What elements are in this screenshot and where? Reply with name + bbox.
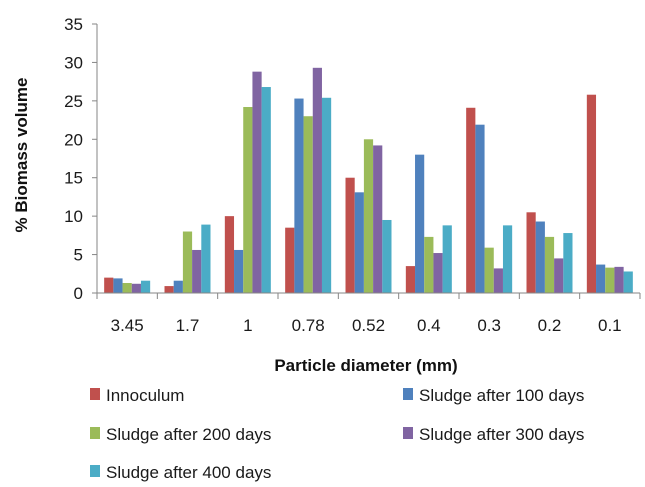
x-tick-label: 0.52 <box>352 316 385 335</box>
y-tick-label: 20 <box>64 130 83 149</box>
bar <box>164 286 174 293</box>
x-tick-label: 0.3 <box>477 316 501 335</box>
bar <box>614 266 624 293</box>
bar <box>122 283 132 293</box>
bar <box>182 231 193 293</box>
legend-label: Sludge after 300 days <box>419 425 584 444</box>
bar <box>131 283 141 293</box>
bar <box>354 192 364 293</box>
y-tick-label: 10 <box>64 207 83 226</box>
y-tick-label: 25 <box>64 92 83 111</box>
x-tick-label: 1 <box>243 316 252 335</box>
bar <box>405 266 416 293</box>
y-tick-label: 30 <box>64 53 83 72</box>
y-tick-label: 5 <box>74 246 83 265</box>
bar <box>104 277 114 293</box>
x-tick-label: 1.7 <box>176 316 200 335</box>
x-axis-title: Particle diameter (mm) <box>274 356 457 375</box>
bar <box>192 249 202 293</box>
legend: Innoculum Sludge after 100 days Sludge aft… <box>90 386 584 482</box>
bar <box>312 67 322 294</box>
legend-swatch <box>403 388 413 400</box>
bar <box>493 268 503 293</box>
bar <box>294 98 304 294</box>
bar <box>303 116 313 293</box>
bar <box>363 139 374 293</box>
x-tick-label: 0.78 <box>292 316 325 335</box>
x-tick-label: 0.1 <box>598 316 622 335</box>
bar <box>252 71 262 293</box>
bar <box>424 236 434 293</box>
legend-swatch <box>90 465 100 477</box>
bars-group <box>104 67 633 294</box>
x-tick-label: 0.4 <box>417 316 441 335</box>
bar <box>140 280 151 293</box>
legend-label: Sludge after 400 days <box>106 463 271 482</box>
bar <box>526 212 536 293</box>
y-axis-title: % Biomass volume <box>12 78 31 233</box>
bar <box>563 233 573 293</box>
y-tick-label: 35 <box>64 15 83 34</box>
bar <box>475 124 485 293</box>
bar <box>484 247 494 293</box>
x-tick-label: 0.2 <box>538 316 562 335</box>
bar <box>586 94 597 293</box>
legend-label: Sludge after 100 days <box>419 386 584 405</box>
bar <box>502 225 513 293</box>
bar <box>535 221 545 293</box>
bar <box>201 224 211 293</box>
x-ticks-group: 3.45 1.7 1 0.78 0.52 0.4 0.3 0.2 0.1 <box>96 293 641 335</box>
y-tick-label: 15 <box>64 169 83 188</box>
bar <box>173 280 183 293</box>
legend-swatch <box>90 427 100 439</box>
legend-label: Innoculum <box>106 386 184 405</box>
bar <box>382 219 392 293</box>
legend-swatch <box>90 388 100 400</box>
y-tick-label: 0 <box>74 284 83 303</box>
bar <box>605 267 615 293</box>
bar <box>224 216 235 293</box>
bar <box>345 177 355 293</box>
x-tick-label: 3.45 <box>111 316 144 335</box>
legend-swatch <box>403 427 413 439</box>
bar <box>596 264 606 293</box>
bar <box>285 227 295 293</box>
bar <box>261 87 271 293</box>
legend-label: Sludge after 200 days <box>106 425 271 444</box>
bar <box>442 225 452 293</box>
bar <box>234 249 244 293</box>
bar <box>544 236 555 293</box>
bar <box>433 253 443 293</box>
bar <box>623 271 633 293</box>
axes-group <box>96 24 640 294</box>
y-ticks-group: 0 5 10 15 20 25 30 35 <box>64 15 97 303</box>
bar <box>321 97 332 293</box>
bar <box>415 154 425 293</box>
bar <box>243 107 253 294</box>
bar <box>373 145 383 293</box>
bar <box>554 258 564 293</box>
bar <box>466 107 476 293</box>
bar <box>113 278 123 293</box>
